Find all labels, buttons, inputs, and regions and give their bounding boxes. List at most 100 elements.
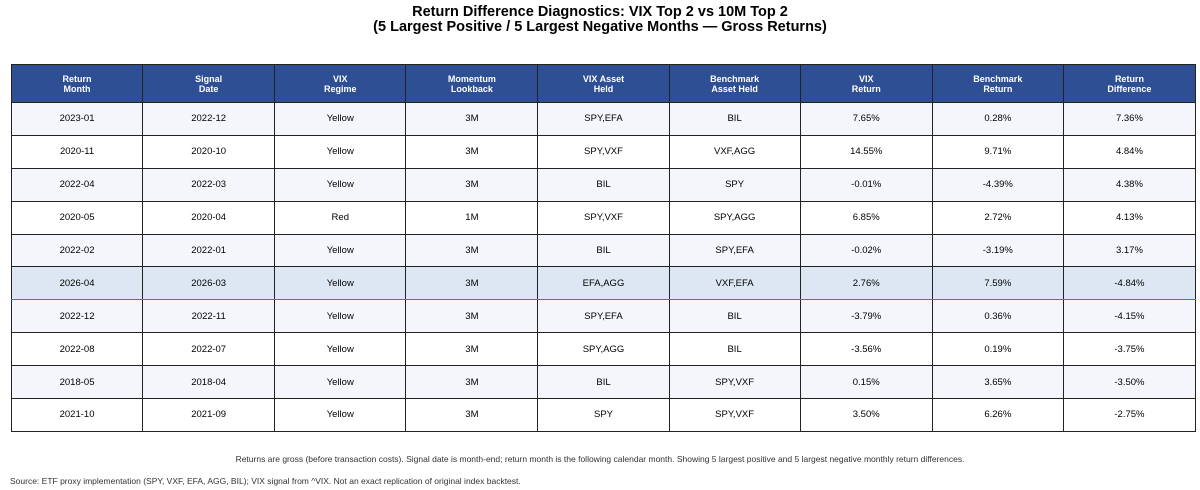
table-cell: 2023-01 bbox=[10, 102, 144, 136]
table-cell: SPY,VXF bbox=[668, 398, 801, 432]
table-cell: 0.15% bbox=[799, 365, 933, 400]
table-cell: 2018-05 bbox=[10, 365, 144, 400]
table-cell: 3M bbox=[405, 134, 539, 169]
source-note: Source: ETF proxy implementation (SPY, V… bbox=[10, 476, 521, 486]
column-header: VIX Return bbox=[799, 64, 933, 103]
table-cell: Yellow bbox=[274, 332, 407, 367]
table-cell: SPY,AGG bbox=[668, 200, 801, 235]
table-row: 2018-05 2018-04 Yellow 3M BIL SPY,VXF 0.15% 3.6… bbox=[10, 365, 1197, 400]
table-cell: Yellow bbox=[274, 134, 407, 169]
table-cell: -3.79% bbox=[799, 299, 933, 334]
table-cell: 2022-07 bbox=[142, 332, 276, 367]
table-header-row: Return Month Signal Date VIX Regime Momentum Lo… bbox=[10, 64, 1197, 103]
column-header-line: Asset Held bbox=[711, 83, 758, 94]
table-row: 2026-04 2026-03 Yellow 3M EFA,AGG VXF,EFA 2.76… bbox=[10, 266, 1197, 301]
table-row: 2023-01 2022-12 Yellow 3M SPY,EFA BIL 7.65% 0.2… bbox=[10, 102, 1197, 136]
table-row: 2022-12 2022-11 Yellow 3M SPY,EFA BIL -3.79% 0.… bbox=[10, 299, 1197, 334]
table-cell: 0.36% bbox=[931, 299, 1064, 334]
table-cell: BIL bbox=[668, 332, 801, 367]
column-header: Momentum Lookback bbox=[405, 64, 539, 103]
column-header-line: Date bbox=[198, 83, 219, 94]
column-header: Benchmark Return bbox=[931, 64, 1064, 103]
column-header-line: Signal bbox=[195, 73, 223, 84]
column-header-line: VIX bbox=[333, 73, 348, 84]
table-cell: BIL bbox=[668, 102, 801, 136]
column-header-line: Month bbox=[63, 83, 91, 94]
table-cell: 6.26% bbox=[931, 398, 1064, 432]
table-cell: -4.39% bbox=[931, 167, 1064, 202]
table-cell: 2018-04 bbox=[142, 365, 276, 400]
column-header-line: Difference bbox=[1107, 83, 1152, 94]
column-header-line: Benchmark bbox=[710, 73, 760, 84]
table-cell: -2.75% bbox=[1062, 398, 1197, 432]
column-header-line: Return bbox=[851, 83, 881, 94]
table-cell: 2021-09 bbox=[142, 398, 276, 432]
column-header-line: Lookback bbox=[450, 83, 493, 94]
table-cell: 2022-11 bbox=[142, 299, 276, 334]
table-cell: 3M bbox=[405, 266, 539, 301]
table-cell: 2.72% bbox=[931, 200, 1064, 235]
table-cell: 2022-12 bbox=[10, 299, 144, 334]
column-header-line: Benchmark bbox=[973, 73, 1023, 84]
column-header-line: Momentum bbox=[447, 73, 496, 84]
table-row: 2020-11 2020-10 Yellow 3M SPY,VXF VXF,AGG 14.5… bbox=[10, 134, 1197, 169]
column-header-line: Held bbox=[593, 83, 614, 94]
table-cell: -3.56% bbox=[799, 332, 933, 367]
table-cell: SPY bbox=[668, 167, 801, 202]
column-header-line: Return bbox=[62, 73, 92, 84]
table-cell: -3.75% bbox=[1062, 332, 1197, 367]
table-cell: -4.15% bbox=[1062, 299, 1197, 334]
table-cell: 3M bbox=[405, 332, 539, 367]
table-cell: Yellow bbox=[274, 365, 407, 400]
table-cell: 3M bbox=[405, 102, 539, 136]
table-cell: 3M bbox=[405, 233, 539, 268]
table-cell: 4.38% bbox=[1062, 167, 1197, 202]
table-row: 2021-10 2021-09 Yellow 3M SPY SPY,VXF 3.50% 6.2… bbox=[10, 398, 1197, 432]
column-header-line: VIX Asset bbox=[582, 73, 625, 84]
table-cell: SPY,EFA bbox=[668, 233, 801, 268]
table-cell: 2026-04 bbox=[10, 266, 144, 301]
table-cell: SPY,VXF bbox=[668, 365, 801, 400]
table-row: 2022-08 2022-07 Yellow 3M SPY,AGG BIL -3.56% 0.… bbox=[10, 332, 1197, 367]
table-cell: -4.84% bbox=[1062, 266, 1197, 301]
table-row: 2020-05 2020-04 Red 1M SPY,VXF SPY,AGG 6.85% 2.… bbox=[10, 200, 1197, 235]
table-cell: 3.17% bbox=[1062, 233, 1197, 268]
table-cell: SPY,AGG bbox=[537, 332, 670, 367]
table-cell: SPY,VXF bbox=[537, 134, 670, 169]
table-cell: 2022-04 bbox=[10, 167, 144, 202]
table-cell: 2026-03 bbox=[142, 266, 276, 301]
table-cell: Yellow bbox=[274, 102, 407, 136]
table-row: 2022-02 2022-01 Yellow 3M BIL SPY,EFA -0.02% -3… bbox=[10, 233, 1197, 268]
table-row: 2022-04 2022-03 Yellow 3M BIL SPY -0.01% -4.39%… bbox=[10, 167, 1197, 202]
table-cell: 9.71% bbox=[931, 134, 1064, 169]
table-cell: 2022-03 bbox=[142, 167, 276, 202]
table-cell: 0.28% bbox=[931, 102, 1064, 136]
table-cell: 2022-01 bbox=[142, 233, 276, 268]
footnote: Returns are gross (before transaction co… bbox=[235, 454, 965, 464]
table-cell: 2021-10 bbox=[10, 398, 144, 432]
column-header: VIX Asset Held bbox=[537, 64, 670, 103]
table-cell: 3M bbox=[405, 299, 539, 334]
column-header: Return Month bbox=[10, 64, 144, 103]
table-cell: SPY,EFA bbox=[537, 102, 670, 136]
table-cell: 2020-05 bbox=[10, 200, 144, 235]
table-cell: Red bbox=[274, 200, 407, 235]
table-cell: Yellow bbox=[274, 233, 407, 268]
table-body: 2023-01 2022-12 Yellow 3M SPY,EFA BIL 7.65% 0.2… bbox=[10, 102, 1197, 432]
table-cell: BIL bbox=[537, 167, 670, 202]
table-cell: -0.01% bbox=[799, 167, 933, 202]
table-cell: -3.19% bbox=[931, 233, 1064, 268]
table-cell: 2022-12 bbox=[142, 102, 276, 136]
table-cell: Yellow bbox=[274, 299, 407, 334]
table-cell: VXF,EFA bbox=[668, 266, 801, 301]
table-cell: SPY,VXF bbox=[537, 200, 670, 235]
column-header-line: VIX bbox=[858, 73, 874, 84]
table-cell: 7.59% bbox=[931, 266, 1064, 301]
column-header: Return Difference bbox=[1062, 64, 1197, 103]
table-cell: 2020-11 bbox=[10, 134, 144, 169]
column-header: Signal Date bbox=[142, 64, 276, 103]
column-header-line: Regime bbox=[324, 83, 357, 94]
table-cell: BIL bbox=[537, 365, 670, 400]
column-header: Benchmark Asset Held bbox=[668, 64, 801, 103]
column-header-line: Return bbox=[983, 83, 1013, 94]
